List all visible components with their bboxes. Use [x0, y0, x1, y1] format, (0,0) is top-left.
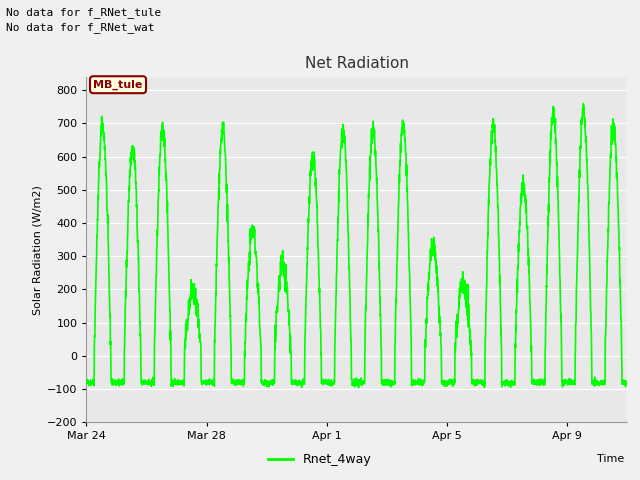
Text: No data for f_RNet_wat: No data for f_RNet_wat — [6, 22, 155, 33]
Legend: Rnet_4way: Rnet_4way — [263, 448, 377, 471]
Text: MB_tule: MB_tule — [93, 80, 143, 90]
X-axis label: Time: Time — [597, 454, 625, 464]
Text: No data for f_RNet_tule: No data for f_RNet_tule — [6, 7, 162, 18]
Title: Net Radiation: Net Radiation — [305, 57, 409, 72]
Y-axis label: Solar Radiation (W/m2): Solar Radiation (W/m2) — [33, 185, 43, 314]
